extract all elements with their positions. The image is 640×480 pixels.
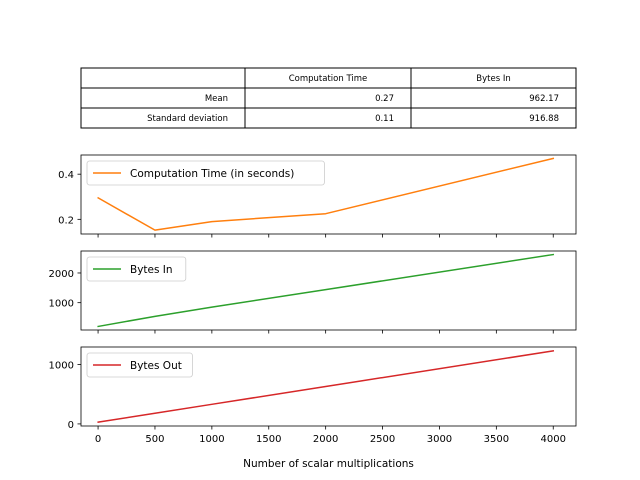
x-tick-label: 3000 [427,434,452,445]
y-tick-label: 0.2 [58,215,74,226]
table-value-computation-time: 0.27 [375,94,394,104]
table-row-label: Mean [205,94,228,104]
table-cell [410,107,577,129]
table-row-label: Standard deviation [147,114,228,124]
y-tick-label: 1000 [49,361,74,372]
subplot-2: 1000 2000 Bytes In [49,250,577,334]
table-value-bytes-in: 962.17 [529,94,559,104]
y-tick-label: 2000 [49,269,74,280]
x-axis-label: Number of scalar multiplications [243,458,414,470]
axes-frame [80,346,577,427]
x-tick-label: 0 [95,434,101,445]
x-tick-label: 2000 [313,434,338,445]
summary-table: Computation Time Bytes In Mean 0.27 962.17 St… [80,67,577,129]
legend-box [86,256,187,282]
x-tick-label: 1500 [256,434,281,445]
y-tick-label: 0.4 [58,170,74,181]
table-cell [80,67,246,89]
y-tick-label: 0 [68,420,74,431]
x-tick-label: 3500 [484,434,509,445]
x-tick-label: 1000 [199,434,224,445]
legend-box [86,160,325,186]
series-line [97,350,555,423]
axes-frame [80,154,577,235]
series-line [97,157,555,231]
y-tick-label: 1000 [49,299,74,310]
legend-label: Computation Time (in seconds) [130,168,294,180]
x-tick-label: 2500 [370,434,395,445]
x-tick-label: 4000 [541,434,566,445]
series-line [97,253,555,328]
axes-frame [80,250,577,331]
legend-box [86,352,193,378]
x-tick-label: 500 [145,434,164,445]
table-header-computation-time: Computation Time [289,74,368,84]
legend-label: Bytes Out [130,360,182,372]
table-value-bytes-in: 916.88 [529,114,559,124]
legend-label: Bytes In [130,264,173,276]
table-value-computation-time: 0.11 [375,114,394,124]
subplot-3: 0 1000 0 500 1000 1500 2000 2500 3000 3500 4000 Num… [49,346,577,470]
table-header-bytes-in: Bytes In [476,74,510,84]
subplot-1: 0.2 0.4 Computation Time (in seconds) [58,154,577,238]
